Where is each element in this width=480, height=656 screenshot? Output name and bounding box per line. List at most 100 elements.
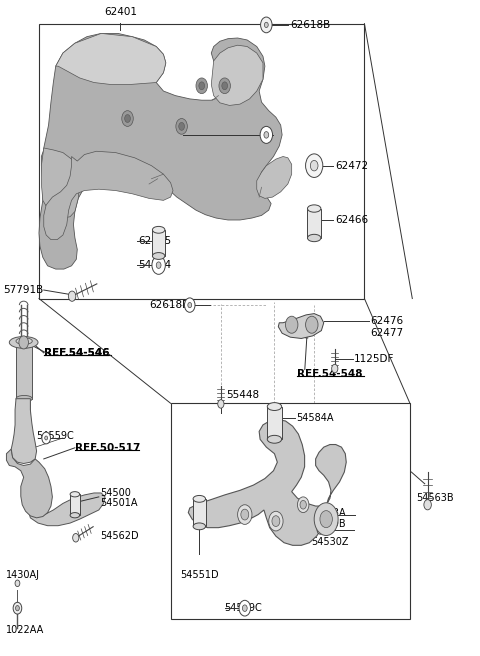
Text: 62466: 62466 xyxy=(335,215,368,225)
Bar xyxy=(193,499,205,526)
Text: REF.54-546: REF.54-546 xyxy=(44,348,109,358)
Circle shape xyxy=(241,509,249,520)
Text: 54584A: 54584A xyxy=(297,413,334,423)
Circle shape xyxy=(261,17,272,33)
Circle shape xyxy=(286,316,298,333)
Ellipse shape xyxy=(70,512,80,518)
Ellipse shape xyxy=(9,337,38,348)
Ellipse shape xyxy=(308,234,321,241)
Circle shape xyxy=(264,132,269,138)
Circle shape xyxy=(298,497,309,512)
Ellipse shape xyxy=(193,495,205,502)
Circle shape xyxy=(68,291,76,301)
Text: 1430AJ: 1430AJ xyxy=(5,571,39,581)
Bar xyxy=(16,341,32,399)
Circle shape xyxy=(179,123,184,131)
Circle shape xyxy=(199,82,204,90)
Polygon shape xyxy=(278,314,324,338)
Circle shape xyxy=(219,78,230,94)
Ellipse shape xyxy=(267,436,282,443)
Text: 62618B: 62618B xyxy=(290,20,331,30)
Circle shape xyxy=(122,111,133,127)
Text: 54563B: 54563B xyxy=(416,493,454,503)
Circle shape xyxy=(424,500,432,510)
Bar xyxy=(170,403,410,619)
Circle shape xyxy=(15,580,20,586)
Text: 54551D: 54551D xyxy=(180,571,219,581)
Ellipse shape xyxy=(193,523,205,530)
Circle shape xyxy=(314,502,338,535)
Text: 62477: 62477 xyxy=(370,328,403,338)
Bar xyxy=(153,230,165,256)
Ellipse shape xyxy=(308,205,321,212)
Text: 55448: 55448 xyxy=(227,390,260,400)
Polygon shape xyxy=(44,152,173,239)
Bar xyxy=(267,407,282,440)
Ellipse shape xyxy=(267,403,282,411)
Circle shape xyxy=(306,316,318,333)
Circle shape xyxy=(15,605,19,611)
Text: 62485: 62485 xyxy=(138,236,171,246)
Text: 54553A: 54553A xyxy=(308,508,346,518)
Text: 54514: 54514 xyxy=(138,260,171,270)
Text: 1022AA: 1022AA xyxy=(5,625,44,636)
Circle shape xyxy=(188,302,192,308)
Ellipse shape xyxy=(16,396,32,402)
Text: 62618B: 62618B xyxy=(149,300,189,310)
Text: 54559C: 54559C xyxy=(36,431,74,441)
Polygon shape xyxy=(6,449,52,518)
Polygon shape xyxy=(29,493,105,525)
Circle shape xyxy=(320,510,332,527)
Text: 54530Z: 54530Z xyxy=(311,537,348,547)
Bar xyxy=(70,494,80,515)
Circle shape xyxy=(269,511,283,531)
Text: 54519B: 54519B xyxy=(308,520,346,529)
Polygon shape xyxy=(41,148,80,218)
Text: 54562D: 54562D xyxy=(100,531,138,541)
Circle shape xyxy=(125,115,131,123)
Polygon shape xyxy=(188,420,346,545)
Ellipse shape xyxy=(153,226,165,234)
Circle shape xyxy=(176,119,187,134)
Circle shape xyxy=(311,161,318,171)
Text: 54500: 54500 xyxy=(100,488,131,498)
Circle shape xyxy=(300,501,306,509)
Circle shape xyxy=(218,400,224,408)
Text: 62476: 62476 xyxy=(370,316,403,327)
Polygon shape xyxy=(11,399,36,464)
Ellipse shape xyxy=(153,253,165,259)
Ellipse shape xyxy=(16,338,32,344)
Circle shape xyxy=(42,432,50,444)
Circle shape xyxy=(317,525,324,534)
Circle shape xyxy=(72,533,79,542)
Circle shape xyxy=(19,336,28,349)
Circle shape xyxy=(272,516,280,527)
Text: 57791B: 57791B xyxy=(3,285,43,295)
Text: 62472: 62472 xyxy=(335,161,368,171)
Polygon shape xyxy=(211,45,263,106)
Bar xyxy=(18,397,30,449)
Polygon shape xyxy=(257,157,292,198)
Text: REF.54-548: REF.54-548 xyxy=(298,369,363,379)
Circle shape xyxy=(260,127,273,144)
Bar xyxy=(39,24,364,298)
Circle shape xyxy=(332,364,338,373)
Circle shape xyxy=(45,436,48,440)
Circle shape xyxy=(239,600,251,616)
Circle shape xyxy=(13,602,22,614)
Polygon shape xyxy=(56,33,166,85)
Text: 54501A: 54501A xyxy=(100,499,137,508)
Circle shape xyxy=(222,82,228,90)
Circle shape xyxy=(156,262,161,268)
Text: 1125DF: 1125DF xyxy=(354,354,394,364)
Text: REF.50-517: REF.50-517 xyxy=(75,443,140,453)
Text: 54559C: 54559C xyxy=(225,603,263,613)
Circle shape xyxy=(238,504,252,524)
Text: REF.54-546: REF.54-546 xyxy=(44,348,109,358)
Circle shape xyxy=(196,78,207,94)
Circle shape xyxy=(152,256,165,274)
Circle shape xyxy=(264,22,268,28)
Text: 62401: 62401 xyxy=(104,7,137,17)
Circle shape xyxy=(306,154,323,177)
Circle shape xyxy=(319,527,322,531)
